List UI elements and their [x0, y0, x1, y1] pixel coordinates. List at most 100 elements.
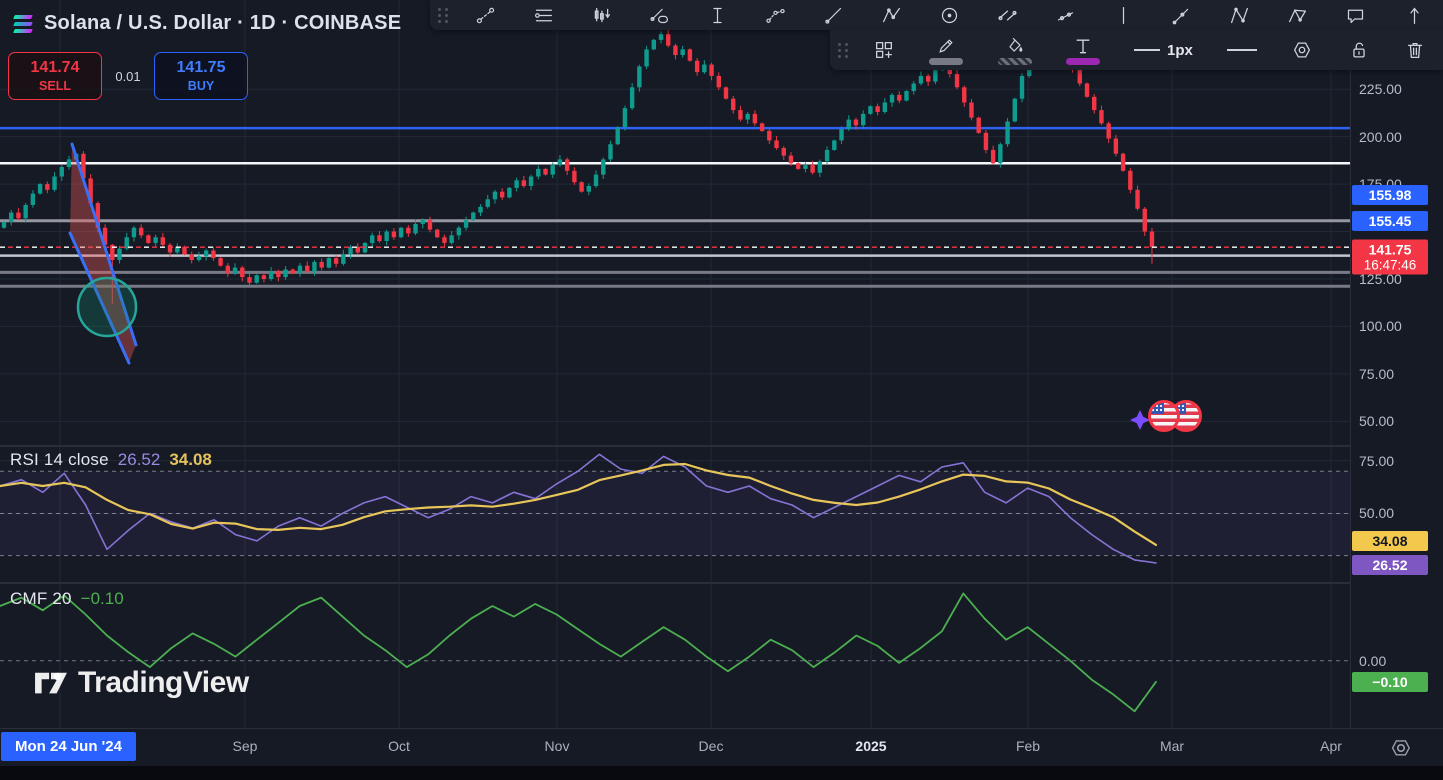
tool-wedge-pattern[interactable]: [862, 0, 920, 30]
axis-price-label[interactable]: 155.45: [1352, 211, 1428, 232]
tool-paint-bucket[interactable]: [980, 30, 1048, 70]
axis-price-label[interactable]: 26.52: [1352, 555, 1428, 575]
time-tick-Sep: Sep: [232, 738, 258, 754]
n-pattern-icon: [1231, 7, 1249, 23]
vertical-line-icon: [1123, 6, 1125, 24]
pencil-color-swatch[interactable]: [929, 57, 964, 65]
angled-trend-icon: [1058, 11, 1074, 20]
price-level-lines[interactable]: [0, 126, 1350, 288]
tool-trash[interactable]: [1387, 30, 1443, 70]
tool-disjoint-channel[interactable]: [979, 0, 1037, 30]
tool-angled-trend[interactable]: [1037, 0, 1095, 30]
buy-button[interactable]: 141.75 BUY: [154, 52, 248, 100]
tool-pencil[interactable]: [912, 30, 980, 70]
toolbar-drag-handle-icon[interactable]: [430, 0, 456, 30]
solana-logo-icon: [12, 13, 34, 35]
time-marker-label: Mon 24 Jun '24: [1, 732, 136, 761]
price-flag-icon: [1409, 7, 1419, 24]
cmf-legend[interactable]: CMF 20 −0.10: [10, 589, 124, 609]
line-width-sample: [1134, 49, 1161, 51]
rsi-ma-value: 34.08: [169, 450, 212, 469]
time-tick-Dec: Dec: [698, 738, 724, 754]
trend-angle-icon: [1172, 8, 1189, 24]
time-tick-Feb: Feb: [1015, 738, 1041, 754]
trash-icon: [1407, 42, 1422, 58]
object-tree-add-icon: [876, 42, 893, 58]
tool-bars-pattern[interactable]: [572, 0, 630, 30]
symbol-title[interactable]: Solana / U.S. Dollar · 1D · COINBASE: [44, 12, 402, 34]
rsi-value: 26.52: [117, 450, 161, 469]
cmf-value: −0.10: [80, 589, 124, 608]
tool-horizontal-lines[interactable]: [514, 0, 572, 30]
drawing-toolbar-top[interactable]: [430, 0, 1443, 30]
tool-ellipse[interactable]: [921, 0, 979, 30]
price-tick: 75.00: [1359, 365, 1395, 382]
cmf-line: [0, 592, 1157, 713]
price-axis[interactable]: 225.00 200.00 175.00 125.00 100.00 75.00 50.00…: [1350, 0, 1443, 728]
tool-vertical-line[interactable]: [1095, 0, 1153, 30]
tool-n-pattern[interactable]: [1211, 0, 1269, 30]
tool-text-tool[interactable]: [1049, 30, 1117, 70]
window-bottom-strip: [0, 766, 1443, 780]
chart-plot-area[interactable]: [0, 0, 1350, 728]
tool-lock-open[interactable]: [1331, 30, 1387, 70]
axis-settings-icon[interactable]: [1388, 735, 1414, 766]
tool-line-width[interactable]: 1px: [1117, 30, 1210, 70]
tool-hexagon-settings[interactable]: [1274, 30, 1330, 70]
price-tick: 225.00: [1359, 81, 1402, 98]
rsi-legend-title: RSI 14 close: [10, 450, 109, 469]
trade-buttons-row: 141.74 SELL 0.01 141.75 BUY: [8, 52, 248, 100]
drawing-toolbar-secondary[interactable]: 1px: [830, 30, 1443, 70]
axis-price-label[interactable]: 141.75 16:47:46: [1352, 239, 1428, 275]
grid-lines: [0, 0, 1350, 728]
callout-icon: [1348, 9, 1364, 23]
spread-value: 0.01: [115, 68, 141, 84]
tool-callout[interactable]: [1327, 0, 1385, 30]
cmf-tick: 0.00: [1359, 652, 1387, 669]
tool-object-tree-add[interactable]: [856, 30, 912, 70]
price-tick: 50.00: [1359, 413, 1395, 430]
time-tick-Nov: Nov: [544, 738, 570, 754]
watermark-text: TradingView: [78, 666, 249, 699]
rsi-legend[interactable]: RSI 14 close 26.52 34.08: [10, 450, 212, 470]
price-range-icon: [713, 7, 722, 23]
tool-line-style[interactable]: [1210, 30, 1274, 70]
sell-price: 141.74: [30, 59, 80, 77]
cmf-legend-title: CMF 20: [10, 589, 72, 608]
price-tick: 125.00: [1359, 270, 1402, 287]
symbol-row[interactable]: Solana / U.S. Dollar · 1D · COINBASE: [12, 12, 401, 35]
price-tick: 200.00: [1359, 128, 1402, 145]
trend-line-icon: [825, 7, 842, 24]
tool-trend-info[interactable]: [456, 0, 514, 30]
buy-price: 141.75: [176, 59, 226, 77]
rsi-tick: 50.00: [1359, 505, 1395, 522]
oval-shape-icon: [650, 8, 668, 23]
axis-price-label[interactable]: 34.08: [1352, 531, 1428, 552]
axis-price-label[interactable]: 155.98: [1352, 185, 1428, 206]
disjoint-channel-icon: [998, 10, 1017, 20]
axis-price-label[interactable]: −0.10: [1352, 671, 1428, 692]
us-flag-event-icon[interactable]: [1130, 400, 1202, 432]
tradingview-logo-icon: [35, 672, 67, 694]
tradingview-watermark: TradingView: [34, 666, 249, 700]
tool-price-flag[interactable]: [1385, 0, 1443, 30]
text-tool-color-swatch[interactable]: [1065, 57, 1100, 65]
toolbar-drag-handle-icon[interactable]: [830, 30, 856, 70]
drawing-parallel-channel[interactable]: [68, 142, 138, 365]
paint-bucket-color-swatch[interactable]: [997, 57, 1032, 65]
tool-trend-line[interactable]: [804, 0, 862, 30]
drawing-circle[interactable]: [76, 276, 138, 338]
ellipse-icon: [941, 7, 958, 23]
sell-button[interactable]: 141.74 SELL: [8, 52, 102, 100]
wedge-pattern-icon: [882, 7, 900, 22]
bars-pattern-icon: [594, 7, 610, 22]
tool-price-range[interactable]: [688, 0, 746, 30]
tool-trend-angle[interactable]: [1153, 0, 1211, 30]
tool-oval-shape[interactable]: [630, 0, 688, 30]
tool-polyline[interactable]: [746, 0, 804, 30]
time-axis[interactable]: Mon 24 Jun '24 Sep Oct Nov Dec 2025 Feb Mar Apr: [0, 728, 1443, 767]
paint-bucket-icon: [1008, 37, 1022, 52]
tool-abc-pattern[interactable]: [1269, 0, 1327, 30]
hexagon-settings-icon: [1294, 42, 1311, 58]
